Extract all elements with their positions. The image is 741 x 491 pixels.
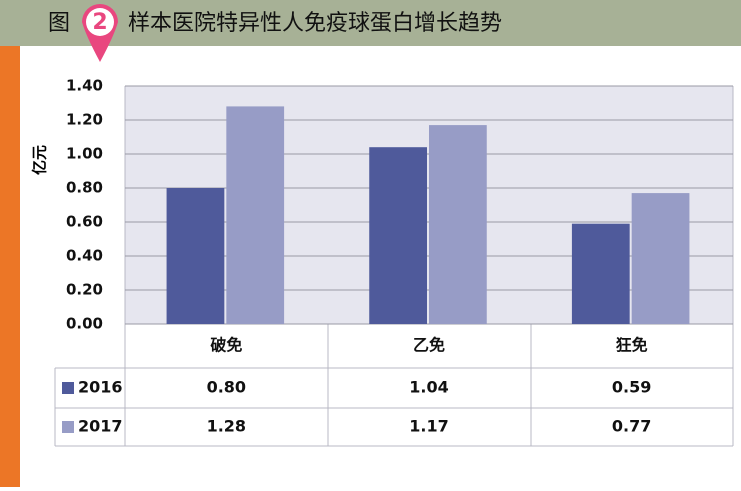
bar (369, 147, 427, 324)
chart-title: 样本医院特异性人免疫球蛋白增长趋势 (128, 11, 502, 36)
header-band (0, 0, 741, 46)
y-tick-label: 0.00 (66, 315, 103, 333)
x-tick-label: 破免 (210, 336, 242, 355)
data-label: 1.28 (207, 417, 246, 436)
y-axis-label: 亿元 (31, 145, 49, 175)
figure-label: 图 (48, 11, 70, 36)
y-tick-label: 0.20 (66, 281, 103, 299)
legend-swatch (62, 421, 74, 433)
data-label: 0.80 (207, 378, 246, 397)
bar (429, 125, 487, 324)
table-lines (54, 86, 734, 447)
y-tick-label: 0.60 (66, 213, 103, 231)
data-label: 1.04 (409, 378, 448, 397)
bar (631, 193, 690, 324)
side-strip (0, 46, 20, 487)
legend-swatch (62, 382, 74, 394)
legend-label: 2016 (78, 378, 123, 397)
x-tick-label: 乙免 (413, 336, 445, 355)
legend-label: 2017 (78, 417, 123, 436)
y-tick-label: 0.40 (66, 247, 103, 265)
data-label: 0.59 (612, 378, 651, 397)
y-tick-label: 1.00 (66, 145, 103, 163)
y-tick-label: 1.20 (66, 111, 103, 129)
y-tick-label: 0.80 (66, 179, 103, 197)
figure-number: 2 (92, 10, 107, 35)
data-label: 1.17 (409, 417, 448, 436)
bar (226, 106, 285, 325)
x-tick-label: 狂免 (616, 336, 648, 355)
bar (571, 223, 630, 324)
data-label: 0.77 (612, 417, 651, 436)
bar (166, 188, 225, 324)
badge-inner (86, 8, 114, 36)
y-tick-label: 1.40 (66, 77, 103, 95)
